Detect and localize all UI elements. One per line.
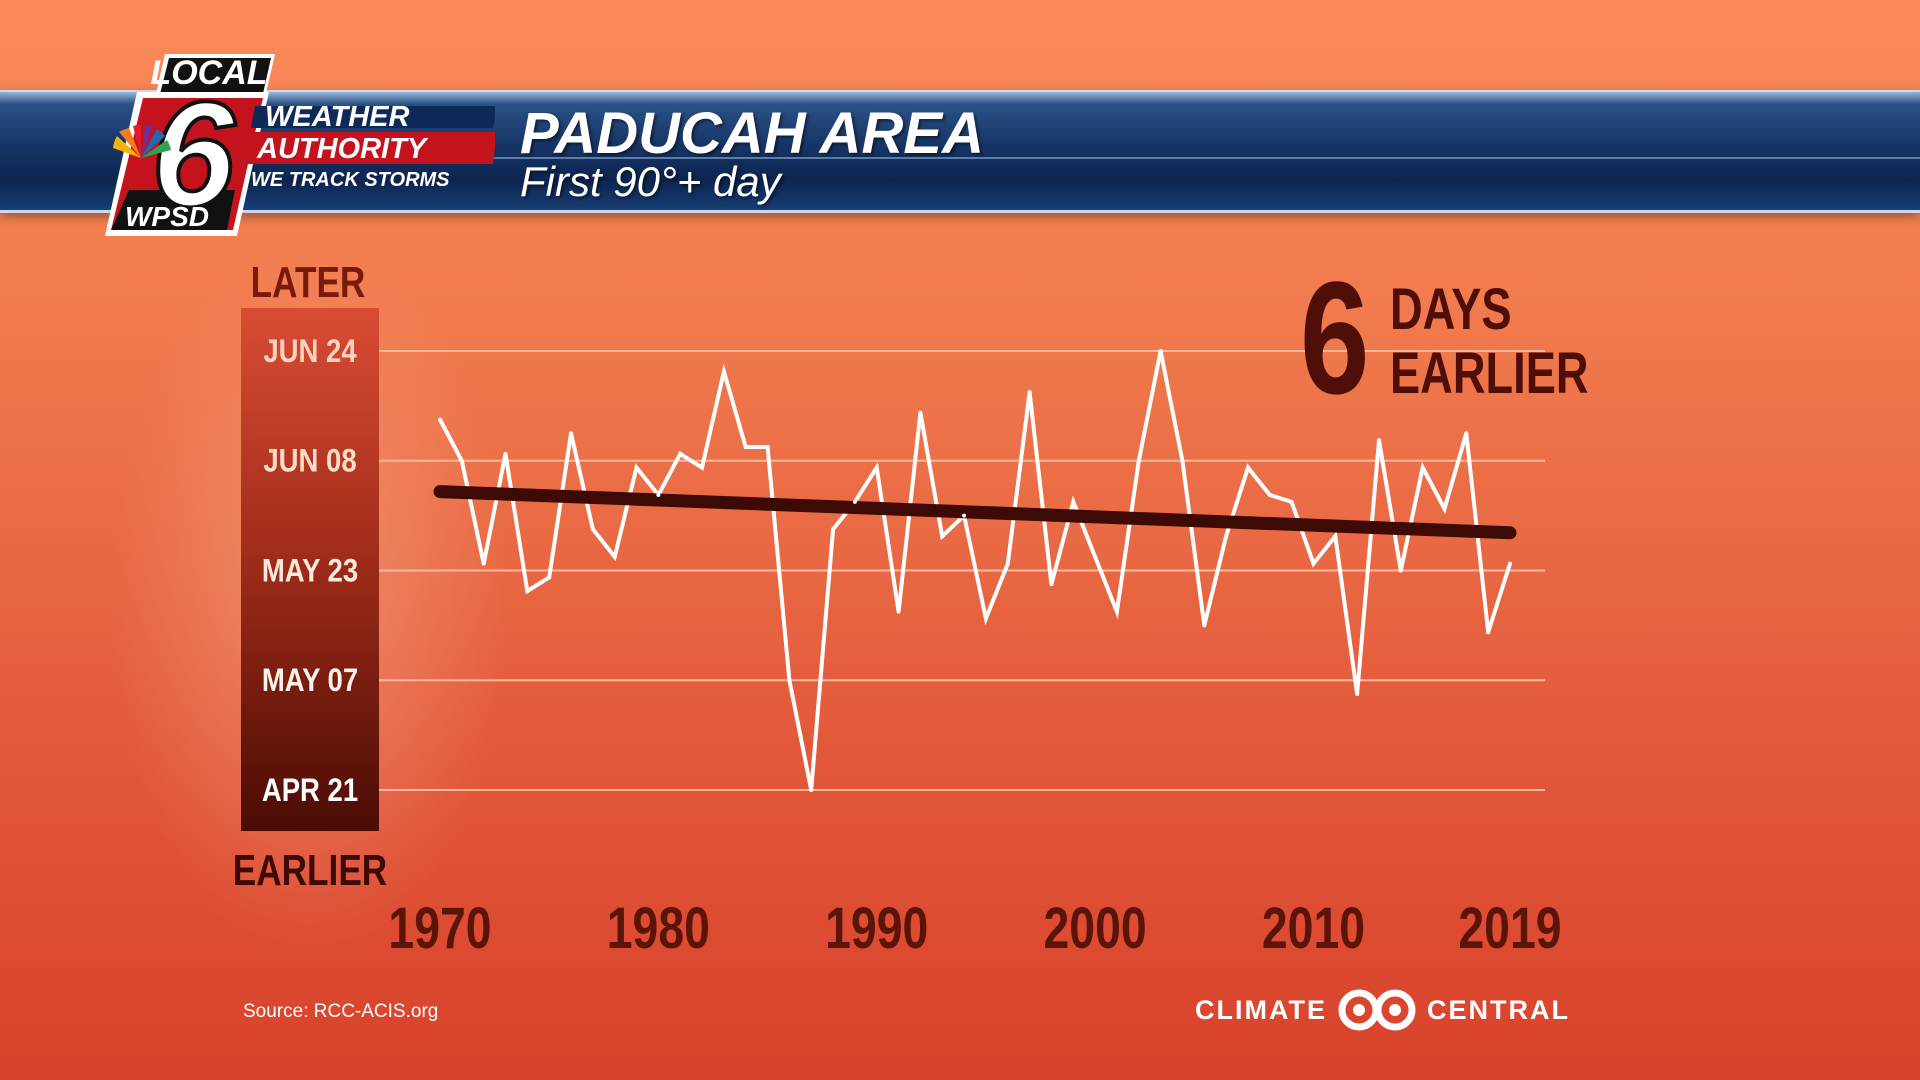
data-point (634, 465, 639, 470)
data-point (1464, 431, 1469, 436)
logo-number: 6 (151, 70, 236, 238)
data-point (1376, 438, 1381, 443)
data-point (765, 445, 770, 450)
banner-divider (480, 157, 1920, 159)
credit-left: CLIMATE (1195, 994, 1327, 1025)
data-point (1267, 493, 1272, 498)
data-point (787, 678, 792, 683)
data-point (1420, 465, 1425, 470)
y-tick-label: JUN 24 (263, 334, 357, 369)
x-tick-labels: 1970 1980 1990 2000 2010 2019 (388, 896, 1561, 961)
y-axis-bottom-label: EARLIER (233, 846, 387, 895)
data-point (656, 493, 661, 498)
data-points (438, 349, 1512, 792)
data-point (983, 616, 988, 621)
y-tick-label: MAY 07 (262, 663, 358, 698)
data-point (1245, 465, 1250, 470)
logo-tagline: WE TRACK STORMS (251, 169, 450, 191)
y-tick-label: APR 21 (262, 773, 358, 808)
callout-line2: EARLIER (1390, 341, 1589, 406)
logo-authority: AUTHORITY (256, 133, 429, 165)
data-point (547, 575, 552, 580)
grid-lines (379, 350, 1545, 791)
x-tick-label: 2000 (1043, 896, 1146, 961)
data-point (1049, 582, 1054, 587)
infinity-rings-icon (1338, 989, 1416, 1031)
data-point (721, 369, 726, 374)
page-subtitle: First 90°+ day (520, 158, 781, 205)
data-point (831, 527, 836, 532)
data-point (940, 534, 945, 539)
trend-line (433, 485, 1517, 540)
data-point (1333, 534, 1338, 539)
data-point (700, 465, 705, 470)
callout-text: DAYS EARLIER (1390, 278, 1589, 406)
data-point (1355, 691, 1360, 696)
data-point (1158, 349, 1163, 353)
x-tick-label: 1990 (825, 896, 928, 961)
data-point (1114, 609, 1119, 614)
y-tick-label: JUN 08 (263, 444, 356, 479)
data-point (569, 431, 574, 436)
data-point (1136, 458, 1141, 463)
callout-number: 6 (1300, 248, 1370, 427)
data-point (438, 417, 442, 422)
data-point (1311, 561, 1316, 566)
logo-station: WPSD (125, 201, 209, 232)
page-title: PADUCAH AREA (520, 101, 984, 166)
data-point (896, 609, 901, 614)
data-point (743, 445, 748, 450)
data-point (612, 554, 617, 559)
data-point (481, 561, 486, 566)
y-tick-label: MAY 23 (262, 554, 358, 589)
y-axis-bar (241, 308, 379, 831)
series-line (438, 350, 1512, 791)
x-tick-label: 1970 (388, 896, 491, 961)
data-point (1005, 561, 1010, 566)
x-tick-label: 1980 (607, 896, 710, 961)
data-point (1442, 506, 1447, 511)
climate-central-logo: CLIMATE CENTRAL (1195, 988, 1570, 1032)
data-point (678, 451, 683, 456)
data-point (1202, 623, 1207, 628)
callout-line1: DAYS (1390, 277, 1512, 342)
station-logo: LOCAL 6 WPSD WEATHER AUTHORITY WE TRACK … (105, 54, 495, 240)
data-point (503, 451, 508, 456)
x-tick-label: 2010 (1262, 896, 1365, 961)
data-point (1071, 499, 1076, 504)
data-point (1224, 534, 1229, 539)
data-point (1180, 458, 1185, 463)
peacock-icon (113, 124, 171, 158)
data-point (874, 465, 879, 470)
data-point (852, 499, 857, 504)
data-point (525, 589, 530, 594)
credit-right: CENTRAL (1426, 994, 1570, 1025)
data-point (1289, 499, 1294, 504)
logo-local-text: LOCAL (150, 54, 267, 92)
data-point (1027, 390, 1032, 395)
data-point (1093, 554, 1098, 559)
data-point (918, 410, 923, 415)
logo-weather: WEATHER (265, 101, 410, 133)
x-tick-label: 2019 (1458, 896, 1561, 961)
data-point (809, 788, 814, 792)
y-axis-top-label: LATER (251, 258, 366, 307)
data-point (1486, 630, 1491, 635)
data-point (1508, 561, 1512, 566)
data-point (590, 527, 595, 532)
y-tick-labels: JUN 24 JUN 08 MAY 23 MAY 07 APR 21 (262, 334, 358, 808)
source-note: Source: RCC-ACIS.org (243, 1001, 439, 1022)
data-point (962, 513, 967, 518)
data-point (459, 458, 464, 463)
data-point (1398, 568, 1403, 573)
